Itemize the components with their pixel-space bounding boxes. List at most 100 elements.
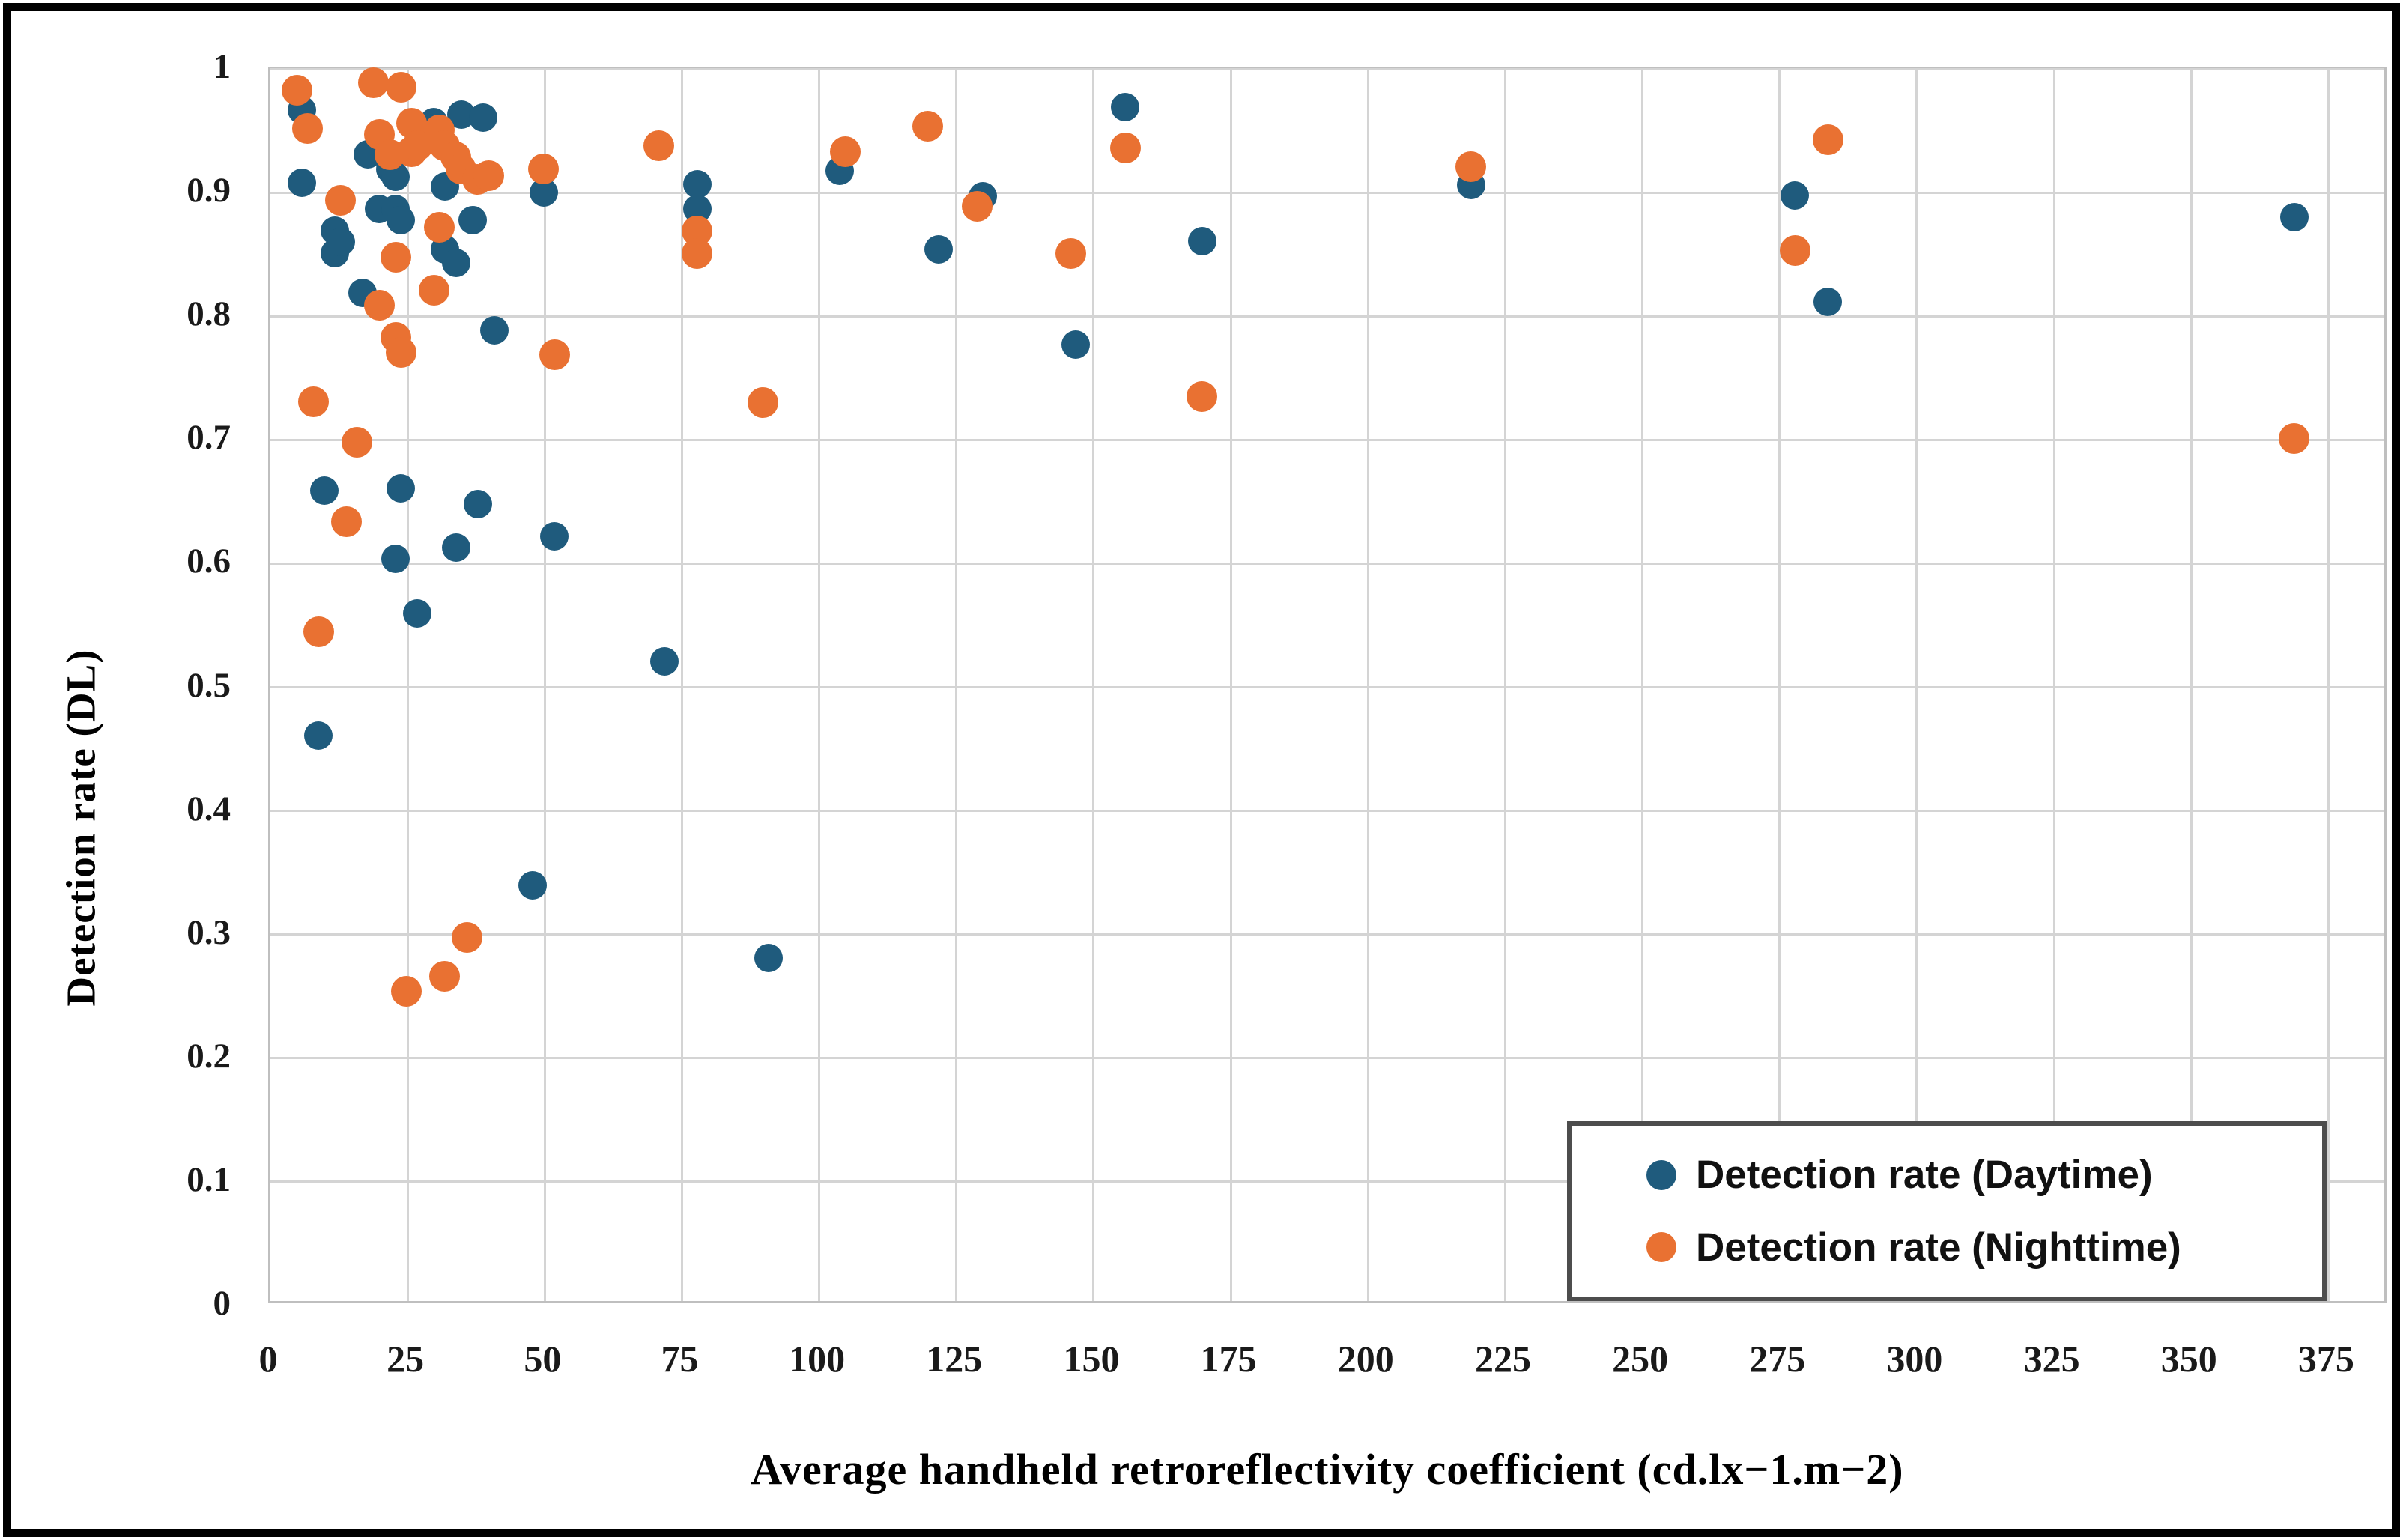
data-point-daytime (1187, 226, 1216, 255)
data-point-daytime (326, 228, 355, 257)
legend-item-nighttime: Detection rate (Nighttime) (1572, 1225, 2322, 1270)
gridline-horizontal (270, 191, 2384, 194)
gridline-horizontal (270, 933, 2384, 936)
x-tick-label: 125 (926, 1338, 983, 1380)
data-point-nighttime (429, 961, 461, 992)
data-point-nighttime (539, 339, 570, 371)
data-point-nighttime (1055, 237, 1086, 269)
legend-item-daytime: Detection rate (Daytime) (1572, 1152, 2322, 1198)
y-tick-label: 0.7 (187, 418, 231, 458)
data-point-nighttime (1812, 124, 1843, 155)
data-point-nighttime (912, 110, 944, 142)
gridline-horizontal (270, 562, 2384, 565)
gridline-vertical (2052, 69, 2055, 1301)
data-point-daytime (1111, 93, 1140, 122)
data-point-nighttime (380, 241, 411, 273)
data-point-daytime (469, 103, 498, 132)
data-point-nighttime (1109, 133, 1141, 164)
gridline-vertical (1229, 69, 1232, 1301)
y-tick-label: 0.8 (187, 294, 231, 334)
y-tick-label: 0.1 (187, 1159, 231, 1199)
data-point-nighttime (962, 190, 993, 222)
data-point-nighttime (303, 616, 334, 647)
gridline-horizontal (270, 1057, 2384, 1060)
data-point-daytime (403, 598, 432, 628)
x-tick-label: 175 (1200, 1338, 1257, 1380)
data-point-nighttime (358, 67, 390, 98)
data-point-nighttime (292, 112, 324, 144)
x-axis-title: Average handheld retroreflectivity coeff… (751, 1445, 1904, 1494)
data-point-daytime (1061, 330, 1091, 360)
y-tick-label: 0.5 (187, 665, 231, 705)
y-tick-label: 0.6 (187, 542, 231, 581)
legend-label-nighttime: Detection rate (Nighttime) (1696, 1225, 2181, 1270)
y-tick-label: 0.9 (187, 171, 231, 210)
gridline-vertical (543, 69, 546, 1301)
nighttime-marker-icon (1646, 1232, 1676, 1263)
data-point-nighttime (473, 160, 505, 191)
x-tick-label: 225 (1474, 1338, 1531, 1380)
data-point-nighttime (451, 921, 482, 953)
x-tick-label: 275 (1749, 1338, 1806, 1380)
data-point-daytime (381, 544, 410, 573)
legend: Detection rate (Daytime) Detection rate … (1567, 1121, 2327, 1301)
gridline-vertical (818, 69, 821, 1301)
data-point-nighttime (2279, 423, 2310, 455)
data-point-daytime (518, 870, 548, 900)
gridline-vertical (1641, 69, 1644, 1301)
gridline-vertical (1092, 69, 1095, 1301)
gridline-horizontal (270, 315, 2384, 318)
data-point-daytime (479, 315, 509, 345)
data-point-nighttime (682, 237, 713, 269)
data-point-daytime (387, 473, 416, 503)
data-point-daytime (441, 249, 470, 278)
x-tick-label: 100 (789, 1338, 846, 1380)
plot-area (268, 67, 2387, 1303)
data-point-nighttime (385, 336, 416, 368)
data-point-nighttime (830, 136, 861, 168)
x-tick-label: 75 (661, 1338, 699, 1380)
data-point-daytime (387, 205, 416, 234)
x-tick-label: 0 (258, 1338, 278, 1380)
data-point-nighttime (297, 386, 329, 417)
data-point-nighttime (1779, 235, 1810, 267)
x-tick-label: 250 (1612, 1338, 1669, 1380)
y-tick-label: 0.2 (187, 1036, 231, 1076)
data-point-daytime (540, 522, 569, 551)
data-point-nighttime (1187, 381, 1218, 413)
gridline-vertical (1778, 69, 1781, 1301)
gridline-vertical (2190, 69, 2193, 1301)
gridline-vertical (1503, 69, 1506, 1301)
data-point-nighttime (385, 72, 416, 103)
data-point-daytime (754, 944, 784, 973)
data-point-nighttime (424, 211, 455, 243)
gridline-horizontal (270, 686, 2384, 688)
gridline-vertical (1366, 69, 1369, 1301)
daytime-marker-icon (1646, 1159, 1676, 1190)
x-tick-label: 325 (2023, 1338, 2080, 1380)
x-tick-label: 50 (524, 1338, 562, 1380)
data-point-nighttime (1455, 151, 1487, 183)
x-tick-label: 375 (2297, 1338, 2354, 1380)
gridline-vertical (1915, 69, 1918, 1301)
x-tick-label: 25 (387, 1338, 425, 1380)
data-point-daytime (463, 490, 492, 519)
data-point-daytime (1813, 287, 1843, 316)
y-tick-label: 0.4 (187, 789, 231, 828)
y-tick-label: 0 (213, 1284, 231, 1323)
data-point-daytime (924, 235, 954, 264)
data-point-nighttime (281, 74, 312, 106)
gridline-vertical (2327, 69, 2330, 1301)
x-tick-label: 200 (1337, 1338, 1394, 1380)
y-axis-title: Detection rate (DL) (58, 649, 104, 1007)
data-point-daytime (458, 205, 487, 234)
data-point-daytime (304, 721, 333, 751)
data-point-nighttime (418, 275, 449, 306)
gridline-vertical (680, 69, 683, 1301)
data-point-nighttime (748, 387, 779, 419)
gridline-vertical (406, 69, 409, 1301)
data-point-daytime (309, 476, 339, 506)
x-tick-label: 300 (1886, 1338, 1943, 1380)
x-tick-label: 350 (2160, 1338, 2217, 1380)
